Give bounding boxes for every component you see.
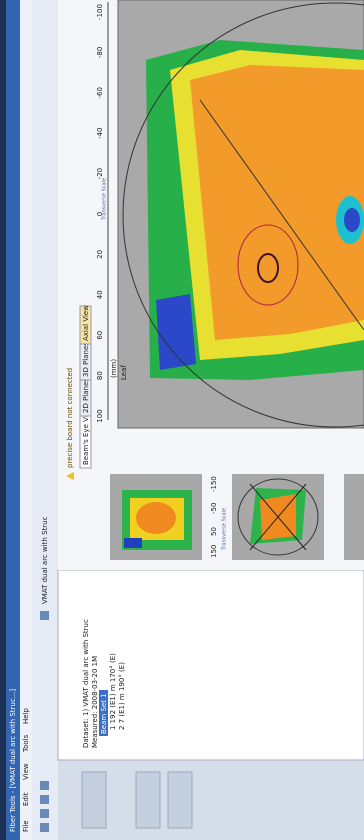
field-circle [122, 2, 364, 428]
tree-selection [99, 690, 108, 736]
tick-label: 40 [96, 290, 104, 299]
heat-orange [190, 65, 364, 340]
tab-label[interactable]: 3D Planes [82, 342, 90, 377]
thumb-tick: -50 [210, 503, 218, 514]
thumbnail [232, 474, 324, 560]
thumb-label: Transverse Scale [222, 508, 228, 551]
tab-label[interactable]: Beam's Eye View [82, 405, 90, 465]
thumb-heat [124, 538, 142, 548]
menu-item[interactable]: File [22, 820, 30, 832]
axis-line [199, 99, 364, 331]
toolbar [32, 0, 58, 840]
tool-button[interactable] [40, 781, 49, 790]
warning: precise board not connected [66, 368, 74, 468]
side-nav [58, 760, 364, 840]
tab-label[interactable]: Axial View [82, 305, 90, 341]
thumb-heat [136, 502, 176, 534]
tick-label: -100 [96, 4, 104, 20]
tree-dataset: Dataset: 1) VMAT dual arc with Struc [82, 619, 90, 748]
tick-label: 80 [96, 371, 104, 380]
menu-item[interactable]: Edit [22, 792, 30, 806]
thumb-bg [344, 474, 364, 560]
tab[interactable] [79, 305, 92, 345]
contour [237, 224, 299, 306]
menu-item[interactable]: Help [22, 707, 30, 724]
window-title: Fiber Tools - [VMAT dual arc with Struc.… [9, 689, 17, 832]
tick-label: -80 [96, 47, 104, 58]
tick-label: 60 [96, 331, 104, 340]
thumb-tick: 150 [210, 545, 218, 558]
tree-item[interactable]: 2 7 (E1) m 190° (E) [118, 662, 126, 730]
axis-label: (mm) [110, 359, 118, 378]
tool-button[interactable] [40, 795, 49, 804]
warning-icon [66, 472, 74, 480]
thumb-tick: 50 [210, 527, 218, 536]
side-label: Transverse Scale [102, 178, 108, 221]
thumb-circle [237, 478, 319, 556]
tool-button[interactable] [40, 809, 49, 818]
tree-selected[interactable]: Beam Set 1 [100, 693, 108, 734]
tree-measured: Measured: 2008-03-20 1M [91, 656, 99, 748]
tick-label: -60 [96, 87, 104, 98]
tabs: Beam's Eye View 2D Planes 3D Planes Axia… [79, 305, 92, 469]
tick-label: -40 [96, 127, 104, 138]
tick-label: -20 [96, 168, 104, 179]
plan-name: VMAT dual arc with Struc [41, 516, 49, 604]
tick-label: 20 [96, 250, 104, 259]
tab-label[interactable]: 2D Planes [82, 378, 90, 413]
tool-button[interactable] [40, 823, 49, 832]
tick-labels: 100 80 60 40 20 0 -20 -40 -60 -80 -100 [96, 4, 104, 423]
frame [0, 0, 6, 840]
nav-button[interactable] [135, 771, 161, 829]
contour [257, 253, 279, 283]
menu-item[interactable]: Tools [22, 734, 30, 753]
title-bar [6, 0, 20, 840]
heat-blue [156, 294, 196, 370]
thumb-line [249, 483, 307, 551]
nav-button[interactable] [81, 771, 107, 829]
thumbnail [110, 474, 202, 560]
heatmap [146, 40, 364, 380]
tool-button[interactable] [40, 611, 49, 620]
axis-label: Leaf [120, 365, 128, 380]
tree-item[interactable]: 1 192 (E1) m 170° (E) [109, 653, 117, 730]
tick-label: 100 [96, 409, 104, 422]
toolbar-icons [40, 611, 49, 832]
heat-blue [344, 208, 360, 232]
thumb-tick: -150 [210, 476, 218, 492]
tick-label: 0 [96, 212, 104, 216]
nav-button[interactable] [167, 771, 193, 829]
menu-item[interactable]: View [22, 763, 30, 780]
menu-bar [20, 0, 32, 840]
